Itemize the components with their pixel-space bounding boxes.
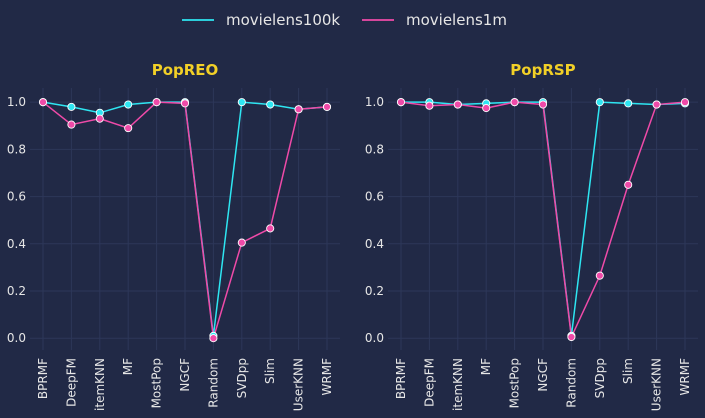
y-tick-label: 0.0 <box>7 331 26 345</box>
y-tick-label: 1.0 <box>7 95 26 109</box>
data-point-movielens100k <box>237 98 246 107</box>
data-point-movielens1m <box>209 334 218 343</box>
y-tick-label: 0.4 <box>365 237 384 251</box>
x-tick-label: MostPop <box>508 358 522 408</box>
data-point-movielens1m <box>237 238 246 247</box>
data-point-movielens1m <box>124 124 133 133</box>
data-point-movielens1m <box>652 100 661 109</box>
x-tick-label: Random <box>206 358 220 408</box>
data-point-movielens1m <box>180 99 190 108</box>
x-tick-label: SVDpp <box>593 358 607 398</box>
x-tick-label: SVDpp <box>235 358 249 398</box>
x-tick-label: itemKNN <box>93 358 107 411</box>
data-point-movielens1m <box>396 98 406 107</box>
x-tick-label: BPRMF <box>36 358 50 399</box>
data-point-movielens1m <box>266 224 275 233</box>
data-point-movielens1m <box>152 98 161 107</box>
data-point-movielens1m <box>322 102 332 111</box>
data-point-movielens1m <box>482 104 491 113</box>
x-tick-label: MostPop <box>150 358 164 408</box>
data-point-movielens1m <box>510 98 519 107</box>
y-tick-label: 0.8 <box>7 142 26 156</box>
data-point-movielens1m <box>538 100 548 109</box>
x-tick-label: WRMF <box>320 358 334 396</box>
y-tick-label: 0.6 <box>365 190 384 204</box>
x-tick-label: WRMF <box>678 358 692 396</box>
y-tick-label: 0.8 <box>365 142 384 156</box>
subplot-poprsp: PopRSP 0.0 0.2 0.4 0.6 0.8 1.0 BPRMF DeepFM itemK… <box>365 61 698 411</box>
x-tick-label: Slim <box>621 358 635 384</box>
x-tick-label: MF <box>121 358 135 375</box>
chart-title: PopRSP <box>510 61 575 79</box>
y-tick-label: 0.0 <box>365 331 384 345</box>
data-point-movielens1m <box>425 101 434 110</box>
data-point-movielens100k <box>124 100 133 109</box>
data-point-movielens1m <box>95 114 104 123</box>
y-tick-label: 0.2 <box>7 284 26 298</box>
data-point-movielens1m <box>38 98 48 107</box>
data-point-movielens100k <box>624 99 633 108</box>
x-tick-label: MF <box>479 358 493 375</box>
data-point-movielens1m <box>453 100 462 109</box>
x-tick-label: Random <box>564 358 578 408</box>
x-tick-label: itemKNN <box>451 358 465 411</box>
legend: movielens100k movielens1m <box>182 11 507 29</box>
x-tick-label: DeepFM <box>422 358 436 407</box>
chart-title: PopREO <box>152 61 219 79</box>
data-point-movielens1m <box>595 271 604 280</box>
x-tick-label: UserKNN <box>292 358 306 411</box>
data-point-movielens100k <box>67 102 76 111</box>
subplot-popreo: PopREO 0.0 0.2 0.4 0.6 0.8 1.0 BPRMF DeepFM itemK… <box>7 61 340 411</box>
x-tick-label: BPRMF <box>394 358 408 399</box>
x-tick-label: UserKNN <box>650 358 664 411</box>
x-tick-label: NGCF <box>178 358 192 392</box>
data-point-movielens1m <box>680 98 690 107</box>
data-point-movielens100k <box>595 98 604 107</box>
y-tick-label: 0.2 <box>365 284 384 298</box>
data-point-movielens100k <box>266 100 275 109</box>
data-point-movielens1m <box>567 332 576 342</box>
x-tick-label: NGCF <box>536 358 550 392</box>
data-point-movielens1m <box>67 120 76 129</box>
y-tick-label: 0.6 <box>7 190 26 204</box>
legend-label: movielens1m <box>406 11 507 29</box>
x-tick-label: DeepFM <box>64 358 78 407</box>
y-tick-label: 1.0 <box>365 95 384 109</box>
x-tick-label: Slim <box>263 358 277 384</box>
data-point-movielens1m <box>294 105 303 114</box>
legend-label: movielens100k <box>226 11 340 29</box>
y-tick-label: 0.4 <box>7 237 26 251</box>
data-point-movielens1m <box>624 180 633 189</box>
